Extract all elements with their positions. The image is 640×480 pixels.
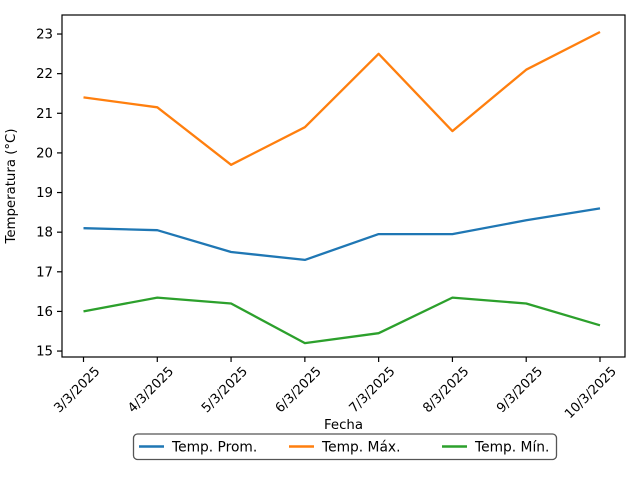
- legend-box: [132, 433, 558, 461]
- series-line-2: [83, 296, 601, 345]
- x-tick-label: 6/3/2025: [273, 364, 325, 416]
- x-axis-label: Fecha: [324, 418, 363, 433]
- series-line-0: [83, 207, 601, 262]
- y-axis-label: Temperatura (°C): [4, 128, 19, 244]
- y-tick-label: 22: [36, 67, 53, 82]
- x-tick-label: 3/3/2025: [51, 364, 103, 416]
- y-tick-label: 16: [36, 305, 53, 320]
- plot-area: [62, 15, 625, 357]
- plot-frame: [61, 14, 626, 358]
- x-tick-label: 9/3/2025: [494, 364, 546, 416]
- legend-label-0: Temp. Prom.: [171, 440, 257, 456]
- x-tick-label: 8/3/2025: [420, 364, 472, 416]
- legend-label-2: Temp. Mín.: [474, 440, 549, 456]
- y-axis: 15 16 17 18 19 20 21 22 23: [36, 28, 62, 360]
- y-tick-label: 20: [36, 146, 53, 161]
- x-axis: 3/3/2025 4/3/2025 5/3/2025 6/3/2025 7/3/2025…: [51, 357, 620, 422]
- x-tick-label: 4/3/2025: [125, 364, 177, 416]
- x-tick-label: 10/3/2025: [562, 364, 620, 422]
- x-tick-label: 5/3/2025: [199, 364, 251, 416]
- y-tick-label: 23: [36, 28, 53, 43]
- y-tick-label: 15: [36, 345, 53, 360]
- series-line-1: [83, 30, 601, 166]
- y-tick-label: 17: [36, 265, 53, 280]
- y-tick-label: 21: [36, 107, 53, 122]
- y-tick-label: 18: [36, 226, 53, 241]
- legend-label-1: Temp. Máx.: [321, 440, 400, 456]
- legend: Temp. Prom. Temp. Máx. Temp. Mín.: [132, 433, 558, 461]
- x-tick-label: 7/3/2025: [347, 364, 399, 416]
- y-tick-label: 19: [36, 186, 53, 201]
